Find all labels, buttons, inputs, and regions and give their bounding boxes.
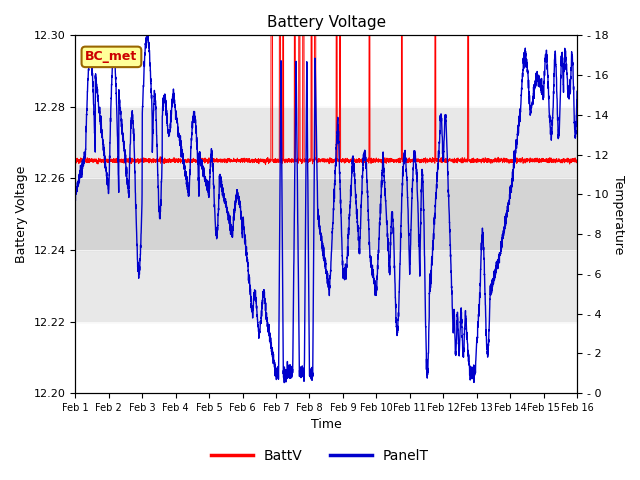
Y-axis label: Temperature: Temperature [612, 175, 625, 254]
Legend: BattV, PanelT: BattV, PanelT [205, 443, 435, 468]
Y-axis label: Battery Voltage: Battery Voltage [15, 166, 28, 263]
Bar [76, 107, 577, 322]
Text: BC_met: BC_met [85, 50, 138, 63]
Title: Battery Voltage: Battery Voltage [267, 15, 386, 30]
Bar [76, 179, 577, 250]
X-axis label: Time: Time [311, 419, 342, 432]
